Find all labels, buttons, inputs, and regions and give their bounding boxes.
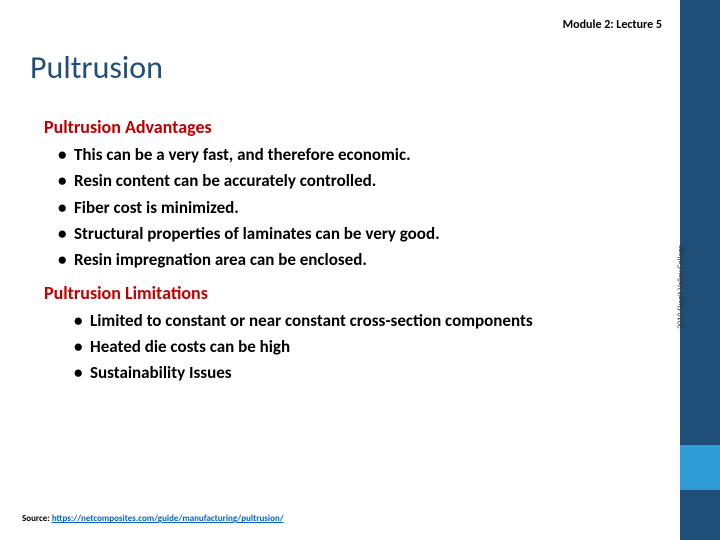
section-limitations: Pultrusion Limitations Limited to consta… — [44, 282, 650, 387]
accent-square — [680, 445, 720, 490]
advantages-list: This can be a very fast, and therefore e… — [44, 142, 650, 274]
content-area: Pultrusion Advantages This can be a very… — [44, 108, 650, 387]
source-link[interactable]: https://netcomposites.com/guide/manufact… — [52, 513, 284, 524]
list-item: Limited to constant or near constant cro… — [74, 308, 650, 334]
section-heading: Pultrusion Limitations — [44, 282, 650, 304]
copyright-vertical: 2019 Skagit Valley College — [676, 245, 686, 329]
limitations-list: Limited to constant or near constant cro… — [44, 308, 650, 387]
source-citation: Source: https://netcomposites.com/guide/… — [22, 513, 284, 524]
list-item: This can be a very fast, and therefore e… — [58, 142, 650, 168]
list-item: Structural properties of laminates can b… — [58, 221, 650, 247]
module-label: Module 2: Lecture 5 — [563, 18, 662, 32]
list-item: Resin impregnation area can be enclosed. — [58, 247, 650, 273]
list-item: Sustainability Issues — [74, 360, 650, 386]
source-prefix: Source: — [22, 513, 52, 524]
list-item: Fiber cost is minimized. — [58, 195, 650, 221]
list-item: Heated die costs can be high — [74, 334, 650, 360]
list-item: Resin content can be accurately controll… — [58, 168, 650, 194]
section-heading: Pultrusion Advantages — [44, 116, 650, 138]
section-advantages: Pultrusion Advantages This can be a very… — [44, 116, 650, 274]
page-title: Pultrusion — [30, 48, 163, 87]
